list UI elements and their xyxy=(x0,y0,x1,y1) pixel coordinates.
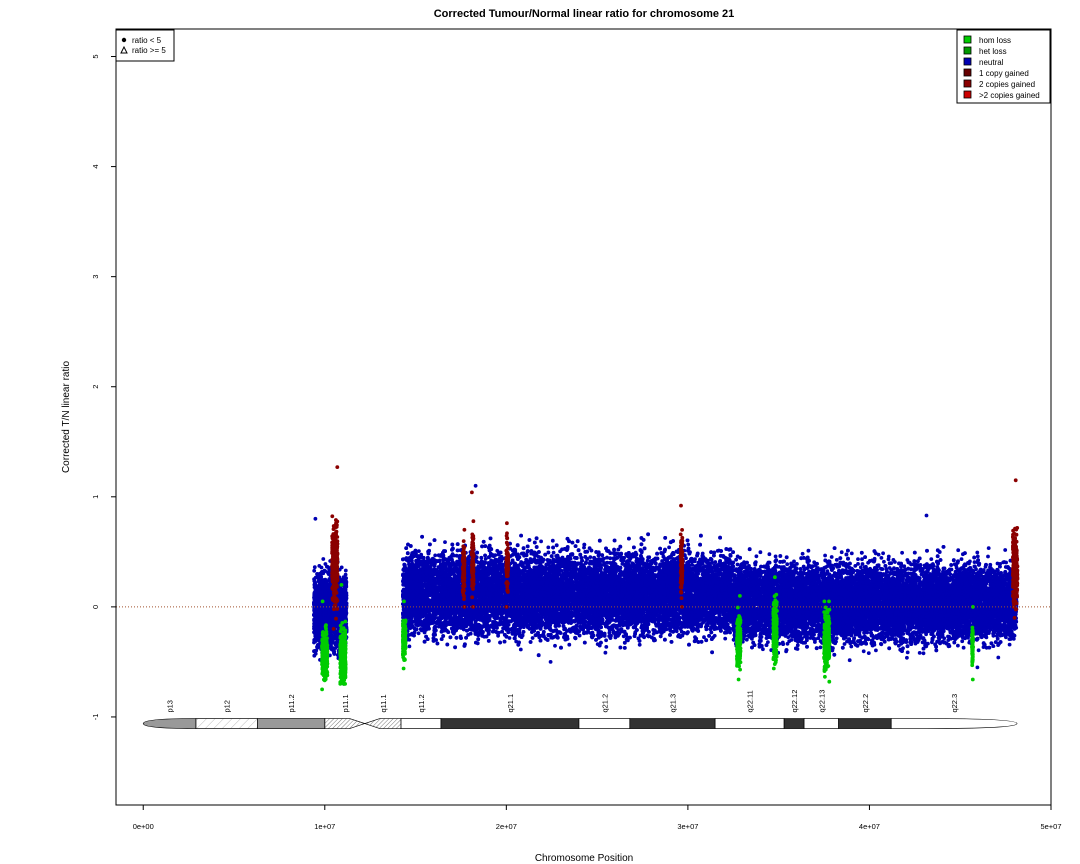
data-point xyxy=(319,584,324,589)
data-point xyxy=(318,621,323,626)
data-point xyxy=(320,570,325,574)
data-point xyxy=(318,574,323,579)
data-points xyxy=(312,465,1020,692)
data-point xyxy=(327,583,332,588)
data-point xyxy=(312,653,317,658)
data-point xyxy=(322,616,327,621)
data-point xyxy=(313,516,318,521)
data-point xyxy=(326,615,330,620)
data-point xyxy=(313,616,318,620)
data-point xyxy=(330,638,335,642)
data-point xyxy=(330,616,334,621)
data-point xyxy=(344,611,349,616)
data-point xyxy=(329,641,333,646)
data-point xyxy=(321,557,326,561)
data-point xyxy=(312,638,317,642)
data-point xyxy=(312,611,317,616)
data-point xyxy=(331,622,336,627)
data-point xyxy=(313,632,318,636)
data-point xyxy=(312,620,317,624)
data-point xyxy=(332,630,337,635)
data-point xyxy=(317,564,322,568)
data-point xyxy=(327,591,331,596)
data-point xyxy=(329,647,334,652)
data-point xyxy=(339,565,344,570)
data-point xyxy=(332,652,337,656)
data-point xyxy=(313,585,317,589)
data-point xyxy=(314,626,318,631)
data-point xyxy=(325,564,329,569)
data-point xyxy=(331,613,336,617)
data-point xyxy=(317,613,322,618)
data-point xyxy=(344,593,349,598)
data-point xyxy=(320,581,325,586)
data-point xyxy=(343,568,348,573)
data-point xyxy=(343,587,348,592)
data-point xyxy=(312,565,317,570)
data-point xyxy=(318,626,323,630)
data-point xyxy=(312,568,317,573)
data-point xyxy=(316,600,321,605)
data-point xyxy=(312,590,317,595)
chart-title: Corrected Tumour/Normal linear ratio for… xyxy=(434,8,735,20)
data-point xyxy=(338,589,342,594)
series-neutral xyxy=(312,483,1019,686)
data-point xyxy=(317,579,322,584)
data-point xyxy=(326,598,331,603)
data-point xyxy=(312,601,317,606)
data-point xyxy=(322,610,327,615)
